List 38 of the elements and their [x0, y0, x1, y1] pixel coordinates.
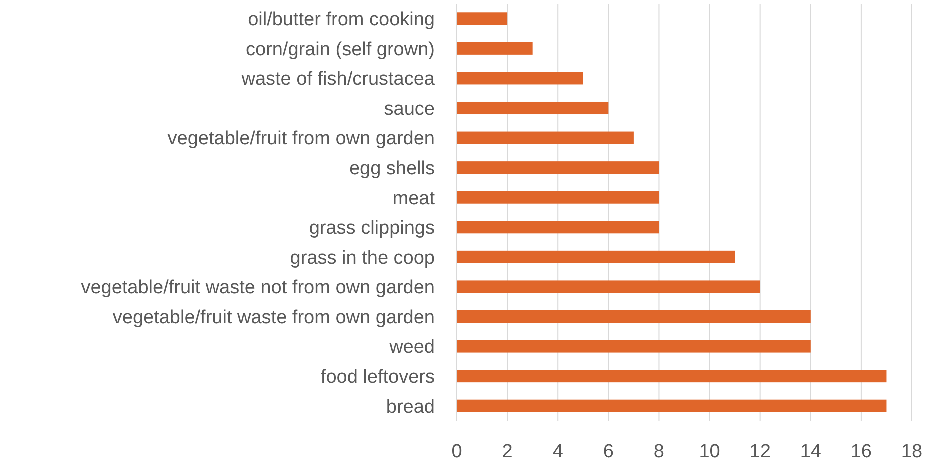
x-tick-label: 14: [800, 442, 822, 463]
bar: [457, 400, 887, 412]
y-tick-label: grass clippings: [309, 218, 435, 240]
bar: [457, 310, 811, 324]
x-tick-label: 8: [654, 442, 665, 463]
x-tick-label: 16: [850, 442, 872, 463]
y-tick-label: bread: [386, 396, 435, 418]
bar: [457, 191, 660, 204]
y-tick-label: sauce: [384, 98, 435, 120]
bar: [457, 42, 533, 55]
x-tick-label: 12: [750, 442, 771, 463]
y-tick-label: vegetable/fruit waste from own garden: [112, 307, 435, 328]
x-tick-label: 2: [502, 442, 513, 463]
y-tick-label: egg shells: [349, 158, 435, 180]
y-tick-label: waste of fish/crustacea: [240, 69, 436, 90]
y-tick-label: vegetable/fruit from own garden: [168, 128, 435, 150]
bar: [457, 102, 609, 115]
x-tick-label: 18: [901, 442, 923, 463]
y-tick-label: corn/grain (self grown): [246, 39, 435, 60]
y-tick-label: grass in the coop: [290, 248, 435, 269]
x-tick-label: 6: [603, 442, 614, 463]
x-tick-label: 0: [452, 442, 462, 463]
bar: [457, 12, 508, 26]
bar: [457, 250, 736, 264]
bar: [457, 280, 760, 294]
y-tick-label: food leftovers: [320, 366, 435, 388]
bar: [457, 370, 887, 383]
bar: [457, 340, 811, 353]
bar: [457, 72, 584, 85]
bar: [457, 132, 634, 144]
x-tick-label: 4: [552, 442, 564, 463]
bar: [457, 221, 660, 234]
x-tick-label: 10: [699, 442, 720, 463]
y-tick-label: meat: [392, 188, 436, 210]
y-tick-label: weed: [388, 337, 435, 358]
bar: [457, 162, 660, 174]
y-tick-label: vegetable/fruit waste not from own garden: [81, 278, 435, 299]
y-tick-label: oil/butter from cooking: [248, 10, 435, 31]
